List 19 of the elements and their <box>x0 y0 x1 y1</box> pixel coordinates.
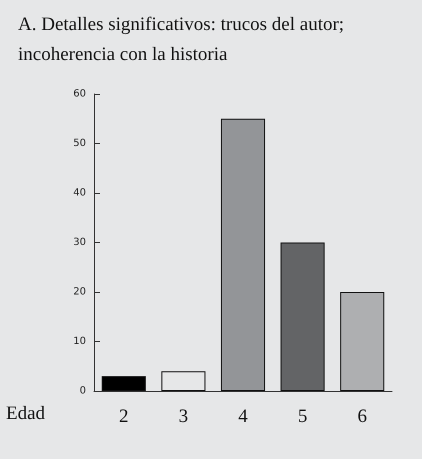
y-tick-label: 40 <box>73 188 86 198</box>
x-tick-label: 3 <box>178 406 188 427</box>
bar <box>280 242 325 391</box>
chart-title: A. Detalles significativos: trucos del autor; incoherencia con la historia <box>18 13 346 67</box>
bar <box>340 292 384 391</box>
y-tick-label: 0 <box>80 386 86 396</box>
y-tick-label: 60 <box>73 88 86 100</box>
x-tick-label: 4 <box>238 406 248 427</box>
bar <box>220 118 266 391</box>
bar <box>161 371 206 391</box>
y-tick-label: 10 <box>73 336 86 347</box>
x-tick-label: 6 <box>357 406 367 427</box>
y-tick-label: 30 <box>73 237 86 248</box>
x-tick-label: 2 <box>119 406 129 427</box>
x-axis-title: Edad <box>6 403 46 424</box>
y-tick-label: 20 <box>73 286 86 298</box>
x-tick-label: 5 <box>298 406 308 427</box>
bar <box>102 376 146 391</box>
y-tick-label: 50 <box>73 138 86 149</box>
